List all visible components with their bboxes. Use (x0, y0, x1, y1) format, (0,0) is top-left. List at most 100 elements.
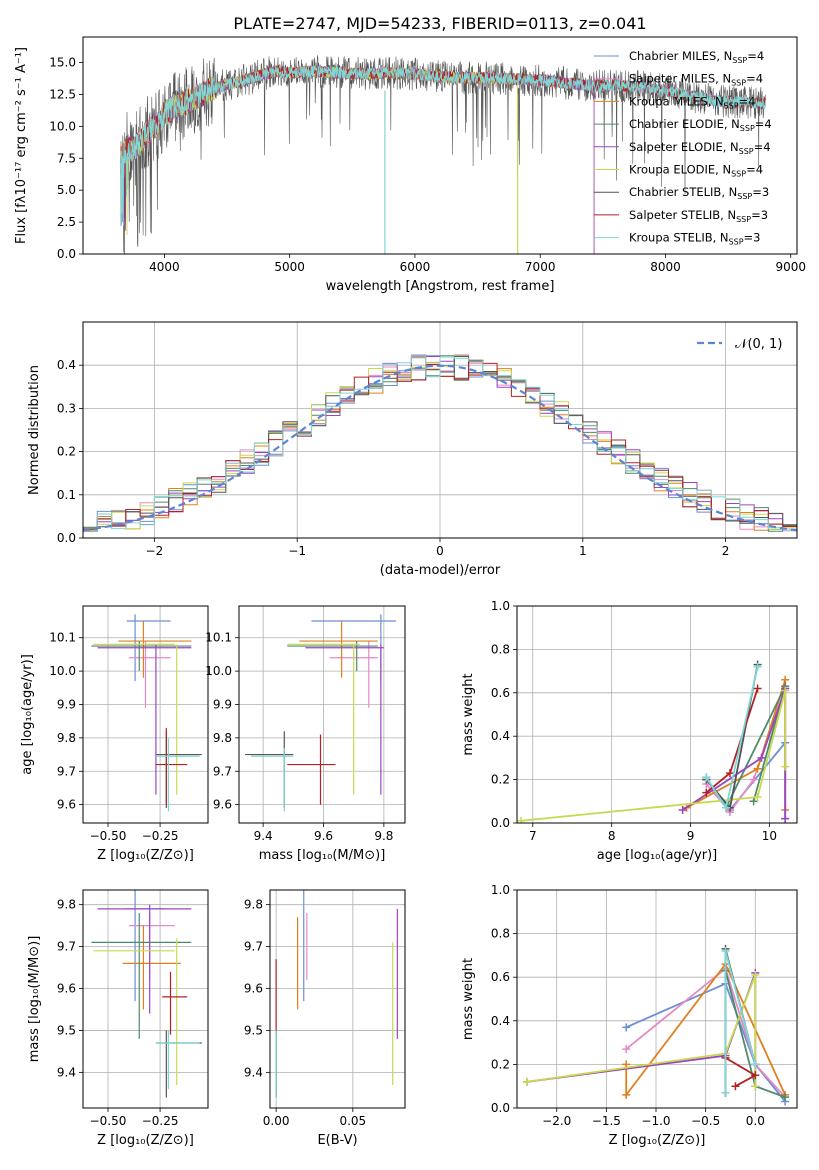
plot-area (91, 890, 202, 1098)
y-tick-label: 0.2 (57, 445, 76, 459)
x-tick-label: 5000 (274, 260, 305, 274)
weight-marker (678, 805, 687, 814)
axes-frame (269, 889, 406, 1109)
axes-frame (516, 889, 798, 1109)
legend-count: =3 (752, 185, 769, 199)
y-tick-label: 9.5 (244, 1023, 263, 1037)
plot-area (517, 660, 790, 823)
errorbar-point-6 (155, 731, 202, 808)
errorbar-point-2 (122, 925, 181, 1010)
y-tick-label: 9.7 (213, 764, 232, 778)
x-tick-label: 2 (722, 544, 730, 558)
weight-marker (702, 788, 711, 797)
x-axis-label: age [log₁₀(age/yr)] (597, 848, 718, 863)
weight-marker (751, 1060, 760, 1069)
y-tick-label: 15.0 (49, 56, 76, 70)
legend-subscript: SSP (739, 147, 754, 156)
x-tick-label: 9 (687, 829, 695, 843)
x-tick-label: −2 (146, 544, 164, 558)
y-tick-label: 9.7 (57, 764, 76, 778)
weight-marker (749, 775, 758, 784)
weight-line (725, 1057, 758, 1087)
legend-subscript: SSP (729, 238, 744, 247)
y-axis-label: mass weight (461, 958, 476, 1040)
errorbar-point-7 (287, 734, 336, 805)
x-tick-label: 1 (579, 544, 587, 558)
grid-lines (239, 606, 405, 823)
grid-lines (270, 890, 405, 1108)
errorbar-point-6 (155, 1030, 202, 1098)
y-tick-label: 1.0 (491, 883, 510, 897)
x-tick-label: 8000 (650, 260, 681, 274)
y-tick-label: 10.1 (49, 631, 76, 645)
legend-count: =3 (751, 208, 768, 222)
weight-marker (757, 753, 766, 762)
y-axis-label: mass weight (461, 673, 476, 755)
legend-label: Salpeter STELIB, NSSP=3 (629, 208, 768, 224)
y-axis-label: Flux [fλ10⁻¹⁷ erg cm⁻² s⁻¹ A⁻¹] (14, 47, 29, 244)
x-tick-label: 7000 (525, 260, 556, 274)
errorbar-point-6 (245, 731, 294, 808)
axes-frame (516, 605, 798, 824)
y-tick-label: 9.8 (57, 731, 76, 745)
weight-marker (751, 1071, 760, 1080)
plot-area (245, 614, 396, 812)
errorbar-point-4 (305, 644, 384, 795)
legend-subscript: SSP (740, 124, 755, 133)
legend-count: =4 (746, 163, 763, 177)
x-tick-label: −0.25 (142, 1114, 179, 1128)
weight-marker (781, 814, 790, 823)
weight-series-4 (522, 968, 760, 1091)
errorbar-point-2 (299, 621, 378, 678)
errorbar-point-5 (287, 643, 360, 795)
y-tick-label: 0.6 (491, 970, 510, 984)
grid-lines (83, 606, 208, 823)
legend-count: =4 (747, 49, 764, 63)
legend-model-name: Salpeter MILES, N (629, 72, 731, 86)
y-tick-label: 0.4 (57, 358, 76, 372)
legend-subscript: SSP (736, 215, 751, 224)
x-axis-label: Z [log₁₀(Z/Z⊙)] (609, 1133, 706, 1148)
weight-marker (749, 797, 758, 806)
x-tick-label: 9000 (775, 260, 806, 274)
y-tick-label: 9.8 (57, 898, 76, 912)
weight-marker (622, 1045, 631, 1054)
errorbar-point-3 (91, 913, 192, 1039)
errorbar-point-8 (251, 747, 294, 812)
legend-label: Salpeter ELODIE, NSSP=4 (629, 140, 771, 156)
y-tick-label: 9.6 (57, 982, 76, 996)
x-tick-label: −1.5 (592, 1114, 621, 1128)
weight-marker (781, 762, 790, 771)
weight-marker (751, 971, 760, 980)
figure-title: PLATE=2747, MJD=54233, FIBERID=0113, z=0… (233, 14, 646, 33)
y-axis-label: Normed distribution (27, 365, 42, 495)
y-tick-label: 0.0 (57, 247, 76, 261)
legend-label: Salpeter MILES, NSSP=4 (629, 72, 763, 88)
legend-label: Chabrier ELODIE, NSSP=4 (629, 117, 772, 133)
x-axis-label: mass [log₁₀(M/M⊙)] (259, 848, 386, 863)
weight-series-4 (678, 684, 790, 823)
legend-count: =4 (754, 140, 771, 154)
legend-model-name: Salpeter STELIB, N (629, 208, 736, 222)
y-tick-label: 0.2 (491, 1057, 510, 1071)
x-tick-label: 9.4 (254, 829, 273, 843)
weight-series-2 (682, 675, 790, 814)
weight-marker (753, 684, 762, 693)
histogram-series-8 (83, 355, 797, 532)
weight-marker (522, 1077, 531, 1086)
mass-weight-vs-metallicity-panel: −2.0 −1.5 −1.0 −0.5 0.0 0.0 0.2 0.4 0.6 0.8 1.0 Z [… (461, 883, 798, 1148)
legend-model-name: Chabrier ELODIE, N (629, 117, 740, 131)
weight-marker (753, 764, 762, 773)
y-tick-label: 0.4 (491, 729, 510, 743)
y-tick-label: 0.0 (491, 816, 510, 830)
legend-count: =4 (755, 117, 772, 131)
grid-lines (83, 890, 208, 1108)
y-tick-label: 10.0 (49, 119, 76, 133)
legend-label: Kroupa STELIB, NSSP=3 (629, 231, 760, 247)
weight-line (520, 690, 787, 822)
weight-series-5 (517, 686, 790, 823)
axes-frame (82, 889, 209, 1109)
age-vs-mass-panel: 9.4 9.6 9.8 9.6 9.7 9.8 9.9 10.0 10.1 mass [log₁₀… (205, 605, 406, 863)
weight-marker (731, 1082, 740, 1091)
errorbar-point-8 (155, 737, 200, 812)
